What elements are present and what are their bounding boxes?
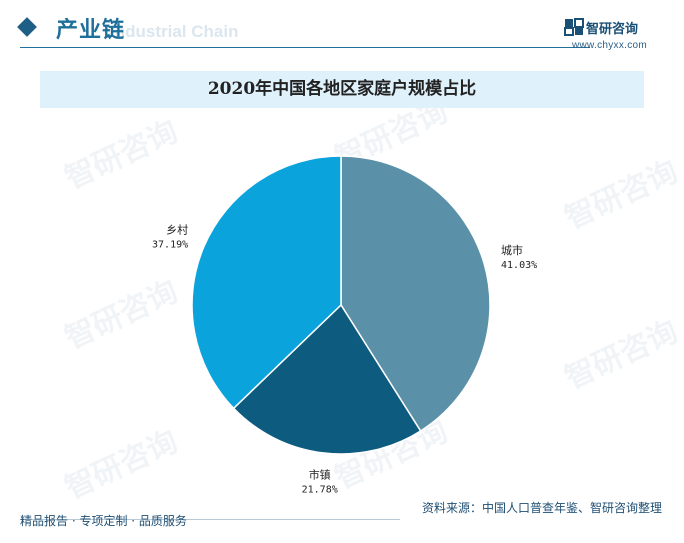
brand-url: www.chyxx.com xyxy=(572,40,648,51)
pie-slice-2 xyxy=(191,155,342,410)
source-note: 资料来源：中国人口普查年鉴、智研咨询整理 xyxy=(421,501,662,515)
chart-title-bar: 2020年中国各地区家庭户规模占比 xyxy=(40,71,644,108)
chart-title: 2020年中国各地区家庭户规模占比 xyxy=(207,79,477,99)
slice-label-1: 市镇 xyxy=(309,468,331,482)
slice-value-1: 21.78% xyxy=(302,485,338,496)
brand-name: 智研咨询 xyxy=(586,22,639,37)
page-header: Industrial Chain 产业链 智研咨询 www.chyxx.com xyxy=(0,0,684,58)
brand-logo: 智研咨询 www.chyxx.com xyxy=(564,16,664,54)
header-divider xyxy=(20,47,590,48)
brand-logo-icon xyxy=(564,18,584,36)
slice-value-2: 37.19% xyxy=(152,240,188,251)
pie-slice-0 xyxy=(340,155,491,432)
slice-value-0: 41.03% xyxy=(501,260,537,271)
footer-divider xyxy=(20,519,400,520)
header-title: 产业链 xyxy=(56,18,126,43)
slice-label-0: 城市 xyxy=(501,243,523,257)
slice-label-2: 乡村 xyxy=(166,223,188,237)
footer-tagline: 精品报告 · 专项定制 · 品质服务 xyxy=(20,514,187,528)
pie-slice-1 xyxy=(232,303,422,455)
header-subtitle: Industrial Chain xyxy=(110,22,239,41)
